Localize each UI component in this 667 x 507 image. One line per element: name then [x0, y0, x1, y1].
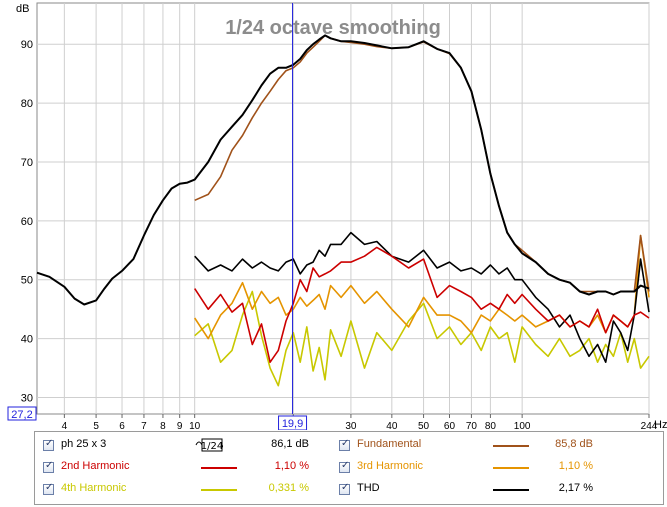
y-tick-label: 80: [21, 98, 33, 110]
legend-checkbox-4th-harmonic[interactable]: [43, 482, 54, 495]
series-line-thd: [194, 231, 650, 364]
legend-checkbox-3rd-harmonic[interactable]: [339, 460, 350, 473]
y-tick-label: 50: [21, 275, 33, 287]
x-tick-label: 50: [418, 421, 430, 430]
x-tick-label: 244: [641, 421, 658, 430]
chart-title: 1/24 octave smoothing: [225, 17, 441, 39]
legend-value-ph: 86,1 dB: [271, 438, 309, 450]
legend-row-2nd-harmonic[interactable]: 2nd Harmonic 1,10 %: [43, 460, 343, 480]
y-tick-label: 40: [21, 334, 33, 346]
legend-row-fundamental[interactable]: Fundamental 85,8 dB: [339, 438, 659, 458]
x-tick-label: 6: [119, 421, 125, 430]
legend-checkbox-2nd-harmonic[interactable]: [43, 460, 54, 473]
legend-label-thd: THD: [357, 482, 380, 494]
series-layer: [36, 34, 650, 387]
cursor-marker[interactable]: 19,9: [278, 3, 308, 430]
y-tick-label: 70: [21, 157, 33, 169]
legend-row-ph[interactable]: ph 25 x 3 1/24 86,1 dB: [43, 438, 343, 458]
y-min-label-box: [7, 406, 37, 421]
legend-row-thd[interactable]: THD 2,17 %: [339, 482, 659, 502]
x-tick-label: 5: [93, 421, 99, 430]
legend-checkbox-thd[interactable]: [339, 482, 350, 495]
x-tick-label: 70: [466, 421, 478, 430]
y-axis-unit: dB: [16, 3, 29, 15]
x-axis-unit: Hz: [654, 419, 667, 430]
x-tick-label: 4: [62, 421, 68, 430]
x-tick-label: 10: [189, 421, 201, 430]
smoothing-icon-text: 1/24: [201, 441, 223, 452]
x-tick-label: 60: [444, 421, 456, 430]
plot-frame: [36, 2, 650, 415]
x-tick-label: 40: [386, 421, 398, 430]
legend-value-fundamental: 85,8 dB: [555, 438, 593, 450]
x-tick-label: 7: [141, 421, 147, 430]
cursor-label: 19,9: [282, 418, 303, 430]
legend-label-3rd-harmonic: 3rd Harmonic: [357, 460, 424, 472]
smoothing-icon[interactable]: 1/24: [195, 438, 223, 452]
legend-swatch-thd: [493, 489, 529, 491]
x-tick-label: 30: [345, 421, 357, 430]
legend-label-4th-harmonic: 4th Harmonic: [61, 482, 127, 494]
legend-value-2nd-harmonic: 1,10 %: [274, 460, 309, 472]
legend-swatch-2nd-harmonic: [201, 467, 237, 469]
y-tick-label: 30: [21, 393, 33, 405]
legend-label-fundamental: Fundamental: [357, 438, 422, 450]
axis-ticks: 4 5 6 7 8 9 10 30 40 50 60 70 80 100 244 30 40 50 60 70 80 90…: [7, 39, 658, 430]
legend-label-ph: ph 25 x 3: [61, 438, 107, 450]
legend-row-4th-harmonic[interactable]: 4th Harmonic 0,331 %: [43, 482, 343, 502]
legend-swatch-3rd-harmonic: [493, 467, 529, 469]
legend-swatch-4th-harmonic: [201, 489, 237, 491]
x-tick-label: 80: [485, 421, 497, 430]
legend-value-3rd-harmonic: 1,10 %: [558, 460, 593, 472]
y-tick-label: 60: [21, 216, 33, 228]
series-line-ph-25-x-3: [36, 34, 650, 306]
legend-value-thd: 2,17 %: [558, 482, 593, 494]
x-tick-label: 9: [177, 421, 183, 430]
cursor-label-box: [278, 415, 308, 430]
x-tick-label: 8: [160, 421, 166, 430]
y-tick-label: 90: [21, 39, 33, 51]
legend-row-3rd-harmonic[interactable]: 3rd Harmonic 1,10 %: [339, 460, 659, 480]
legend-value-4th-harmonic: 0,331 %: [268, 482, 309, 494]
legend-panel: ph 25 x 3 1/24 86,1 dB 2nd Harmonic 1,10…: [34, 431, 664, 505]
legend-checkbox-ph[interactable]: [43, 438, 54, 451]
series-line-4th-harmonic: [194, 290, 650, 387]
legend-checkbox-fundamental[interactable]: [339, 438, 350, 451]
frequency-response-chart: 1/24 octave smoothing dB Hz 4 5 6 7 8 9 10 30 40…: [7, 2, 667, 430]
y-min-label: 27,2: [11, 409, 32, 421]
grid: [37, 3, 650, 414]
series-line-2nd-harmonic: [194, 246, 650, 364]
legend-swatch-fundamental: [493, 445, 529, 447]
x-tick-label: 100: [514, 421, 531, 430]
legend-label-2nd-harmonic: 2nd Harmonic: [61, 460, 130, 472]
